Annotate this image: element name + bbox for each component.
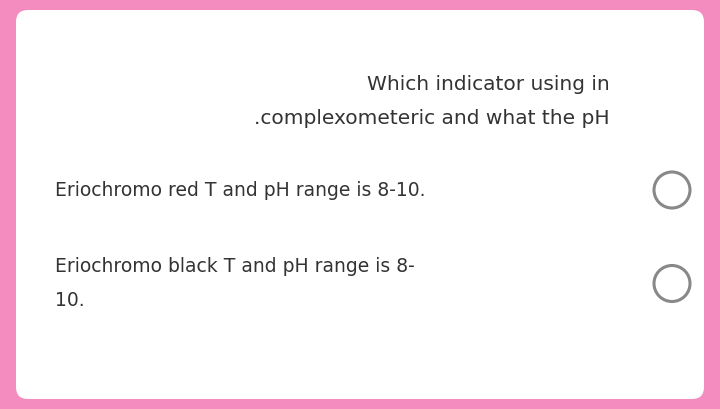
Ellipse shape bbox=[654, 265, 690, 301]
Text: Eriochromo black T and pH range is 8-: Eriochromo black T and pH range is 8- bbox=[55, 258, 415, 276]
Ellipse shape bbox=[654, 172, 690, 208]
Text: .complexometeric and what the pH: .complexometeric and what the pH bbox=[254, 108, 610, 128]
FancyBboxPatch shape bbox=[16, 10, 704, 399]
Text: 10.: 10. bbox=[55, 290, 85, 310]
Text: Which indicator using in: Which indicator using in bbox=[367, 76, 610, 94]
Text: Eriochromo red T and pH range is 8-10.: Eriochromo red T and pH range is 8-10. bbox=[55, 180, 426, 200]
